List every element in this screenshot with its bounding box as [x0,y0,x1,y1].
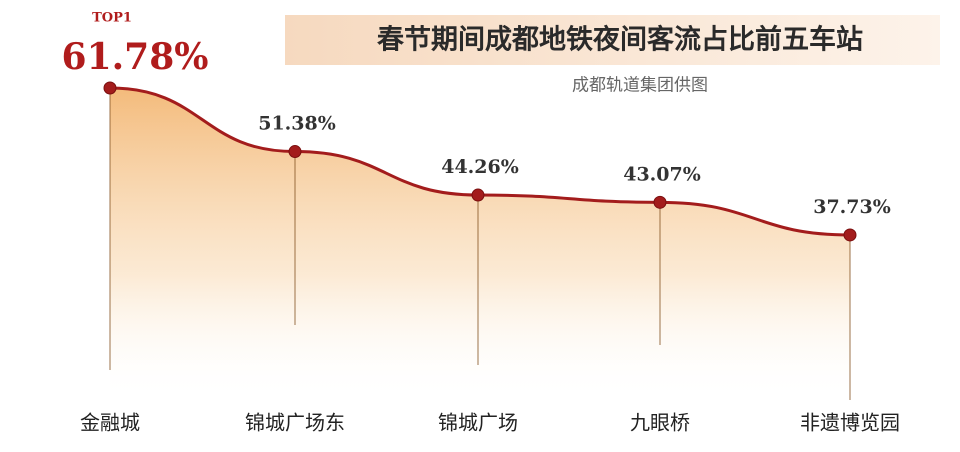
point [843,228,857,242]
x-tick-label: 非遗博览园 [800,411,900,435]
value-label: 51.38% [258,113,336,135]
point [103,81,117,95]
title-banner [285,15,940,65]
x-tick-label: 锦城广场 [438,411,518,435]
point [471,188,485,202]
annotation: TOP1 [92,11,132,26]
plot: 61.78% 金融城 51.38% 锦城广场东 44.26% 锦城广场 43.07% 九眼桥 3… [62,36,900,435]
point [653,195,667,209]
value-label: 37.73% [813,196,891,218]
x-tick-label: 金融城 [80,411,140,435]
value-label: 61.78% [62,36,209,78]
line [109,86,851,237]
chart-subtitle: 成都轨道集团供图 [572,76,708,96]
area [110,88,850,400]
point [288,145,302,159]
value-label: 43.07% [623,163,701,185]
x-tick-label: 锦城广场东 [245,411,345,435]
chart-title: 春节期间成都地铁夜间客流占比前五车站 [377,24,863,56]
value-label: 44.26% [441,156,519,178]
x-tick-label: 九眼桥 [630,411,690,435]
